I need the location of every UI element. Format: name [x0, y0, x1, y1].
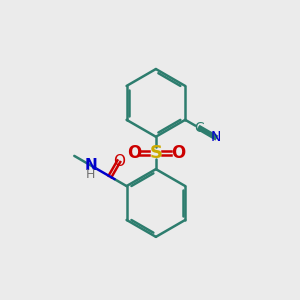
Text: N: N	[85, 158, 97, 173]
Text: O: O	[127, 144, 141, 162]
Text: H: H	[86, 168, 96, 182]
Text: N: N	[211, 130, 221, 145]
Text: C: C	[194, 121, 204, 135]
Text: S: S	[149, 144, 162, 162]
Text: O: O	[171, 144, 185, 162]
Text: O: O	[113, 154, 125, 169]
